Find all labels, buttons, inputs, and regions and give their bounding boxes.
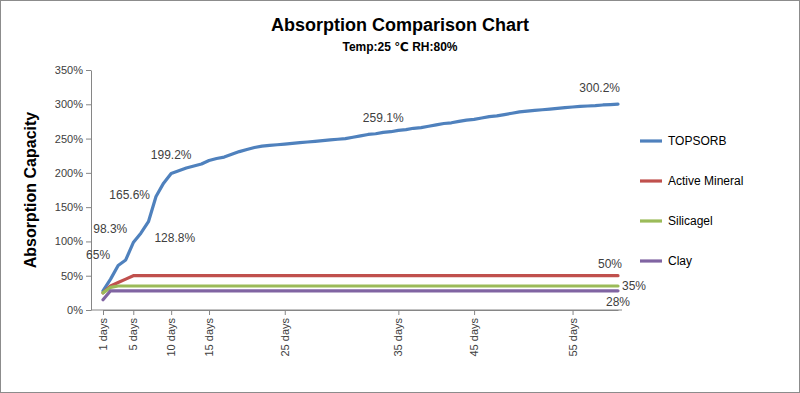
- y-tick: 350%: [55, 64, 91, 76]
- y-tick: 200%: [55, 167, 91, 179]
- legend-label: Clay: [668, 254, 692, 268]
- y-tick-label: 300%: [55, 98, 83, 110]
- legend-item: TOPSORB: [640, 134, 726, 148]
- plot-marks: [103, 104, 618, 300]
- x-tick-mark: [171, 310, 172, 315]
- x-tick-mark: [133, 310, 134, 315]
- y-tick: 100%: [55, 235, 91, 247]
- y-tick-mark: [86, 241, 91, 242]
- x-tick-mark: [474, 310, 475, 315]
- x-tick-label: 25 days: [279, 318, 291, 357]
- x-tick-mark: [103, 310, 104, 315]
- data-labels: 65% 98.3% 128.8% 165.6% 199.2% 259.1% 300.2% 50…: [86, 81, 646, 309]
- y-tick-mark: [86, 70, 91, 71]
- x-tick: 25 days: [279, 310, 291, 357]
- legend-label: Silicagel: [668, 214, 713, 228]
- legend-swatch: [640, 139, 662, 142]
- x-tick-label: 35 days: [392, 318, 404, 357]
- y-axis-line: [91, 71, 92, 311]
- x-tick-label: 55 days: [567, 318, 579, 357]
- y-tick-label: 350%: [55, 64, 83, 76]
- data-label: 28%: [606, 295, 630, 309]
- chart-border: [1, 1, 800, 393]
- x-tick-mark: [285, 310, 286, 315]
- data-label: 199.2%: [151, 148, 192, 162]
- y-tick-label: 50%: [61, 270, 83, 282]
- legend-item: Clay: [640, 254, 692, 268]
- plot-frame-bottom: [91, 310, 622, 311]
- x-tick-label: 5 days: [127, 318, 139, 351]
- y-tick-label: 200%: [55, 167, 83, 179]
- y-tick-mark: [86, 310, 91, 311]
- legend-label: Active Mineral: [668, 174, 743, 188]
- x-tick: 55 days: [567, 310, 579, 357]
- data-label: 98.3%: [93, 222, 127, 236]
- data-label: 35%: [622, 279, 646, 293]
- y-tick-mark: [86, 104, 91, 105]
- x-tick-label: 15 days: [203, 318, 215, 357]
- x-tick-label: 1 days: [97, 318, 109, 351]
- data-label: 300.2%: [579, 81, 620, 95]
- x-tick: 15 days: [203, 310, 215, 357]
- y-tick-mark: [86, 173, 91, 174]
- chart-svg: Absorption Comparison Chart Temp:25 ℃ RH:…: [0, 0, 800, 393]
- series-line: [103, 104, 618, 291]
- y-tick-label: 250%: [55, 133, 83, 145]
- y-tick-label: 150%: [55, 201, 83, 213]
- y-tick: 150%: [55, 201, 91, 213]
- y-tick: 0%: [67, 304, 91, 316]
- x-tick-mark: [573, 310, 574, 315]
- x-tick: 10 days: [165, 310, 177, 357]
- y-tick-mark: [86, 276, 91, 277]
- y-tick-mark: [86, 139, 91, 140]
- y-tick-label: 0%: [67, 304, 83, 316]
- legend-swatch: [640, 259, 662, 262]
- x-tick: 45 days: [468, 310, 480, 357]
- data-label: 50%: [598, 257, 622, 271]
- chart-title: Absorption Comparison Chart: [271, 15, 529, 35]
- legend-item: Active Mineral: [640, 174, 743, 188]
- x-axis: 1 days 5 days 10 days 15 days 25 days 35 days…: [97, 310, 618, 357]
- y-axis-title: Absorption Capacity: [22, 112, 39, 269]
- legend-label: TOPSORB: [668, 134, 726, 148]
- x-tick: 5 days: [127, 310, 139, 350]
- legend-swatch: [640, 179, 662, 182]
- y-tick-label: 100%: [55, 235, 83, 247]
- x-tick-label: 45 days: [468, 318, 480, 357]
- data-label: 165.6%: [109, 188, 150, 202]
- x-tick-mark: [398, 310, 399, 315]
- y-tick: 50%: [61, 270, 91, 282]
- x-tick: 1 days: [97, 310, 109, 350]
- data-label: 65%: [86, 248, 110, 262]
- series-line: [103, 291, 618, 300]
- y-axis: 0% 50% 100% 150% 200% 250% 300% 350%: [55, 64, 92, 316]
- legend-swatch: [640, 219, 662, 222]
- y-tick: 300%: [55, 98, 91, 110]
- y-tick: 250%: [55, 133, 91, 145]
- x-tick-mark: [209, 310, 210, 315]
- legend: TOPSORB Active Mineral Silicagel Clay: [640, 134, 743, 268]
- chart-container: Absorption Comparison Chart Temp:25 ℃ RH:…: [0, 0, 800, 393]
- legend-item: Silicagel: [640, 214, 713, 228]
- chart-subtitle: Temp:25 ℃ RH:80%: [342, 40, 457, 54]
- y-tick-mark: [86, 207, 91, 208]
- data-label: 259.1%: [363, 111, 404, 125]
- x-tick-label: 10 days: [165, 318, 177, 357]
- x-tick: 35 days: [392, 310, 404, 357]
- data-label: 128.8%: [154, 231, 195, 245]
